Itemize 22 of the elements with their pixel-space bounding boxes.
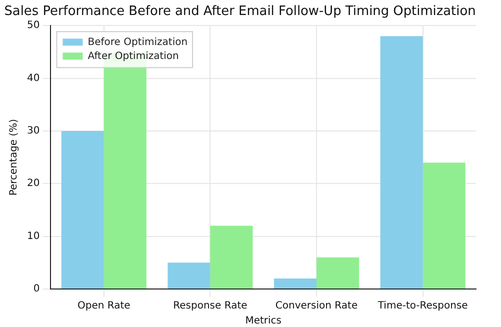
x-tick-label: Response Rate xyxy=(173,300,248,312)
legend-label: Before Optimization xyxy=(88,37,188,48)
bar xyxy=(316,257,360,288)
x-tick-label: Open Rate xyxy=(77,300,130,312)
y-tick-label: 40 xyxy=(26,72,40,84)
x-tick-label: Conversion Rate xyxy=(275,300,358,312)
bar xyxy=(168,262,210,288)
y-tick-label: 20 xyxy=(26,178,40,190)
bar xyxy=(274,278,317,288)
bar xyxy=(210,226,253,288)
bar xyxy=(380,36,423,288)
x-tick-label: Time-to-Response xyxy=(376,300,468,312)
chart-title: Sales Performance Before and After Email Follow-Up Timing Optimization xyxy=(4,4,476,20)
bar xyxy=(422,162,466,288)
y-tick-label: 30 xyxy=(26,126,40,137)
y-tick-label: 10 xyxy=(26,230,40,242)
y-axis-title: Percentage (%) xyxy=(8,118,20,196)
bar xyxy=(61,130,104,288)
y-tick-label: 0 xyxy=(33,284,40,295)
x-axis-title: Metrics xyxy=(245,316,282,327)
y-tick-label: 50 xyxy=(26,20,40,32)
legend-label: After Optimization xyxy=(88,51,179,62)
